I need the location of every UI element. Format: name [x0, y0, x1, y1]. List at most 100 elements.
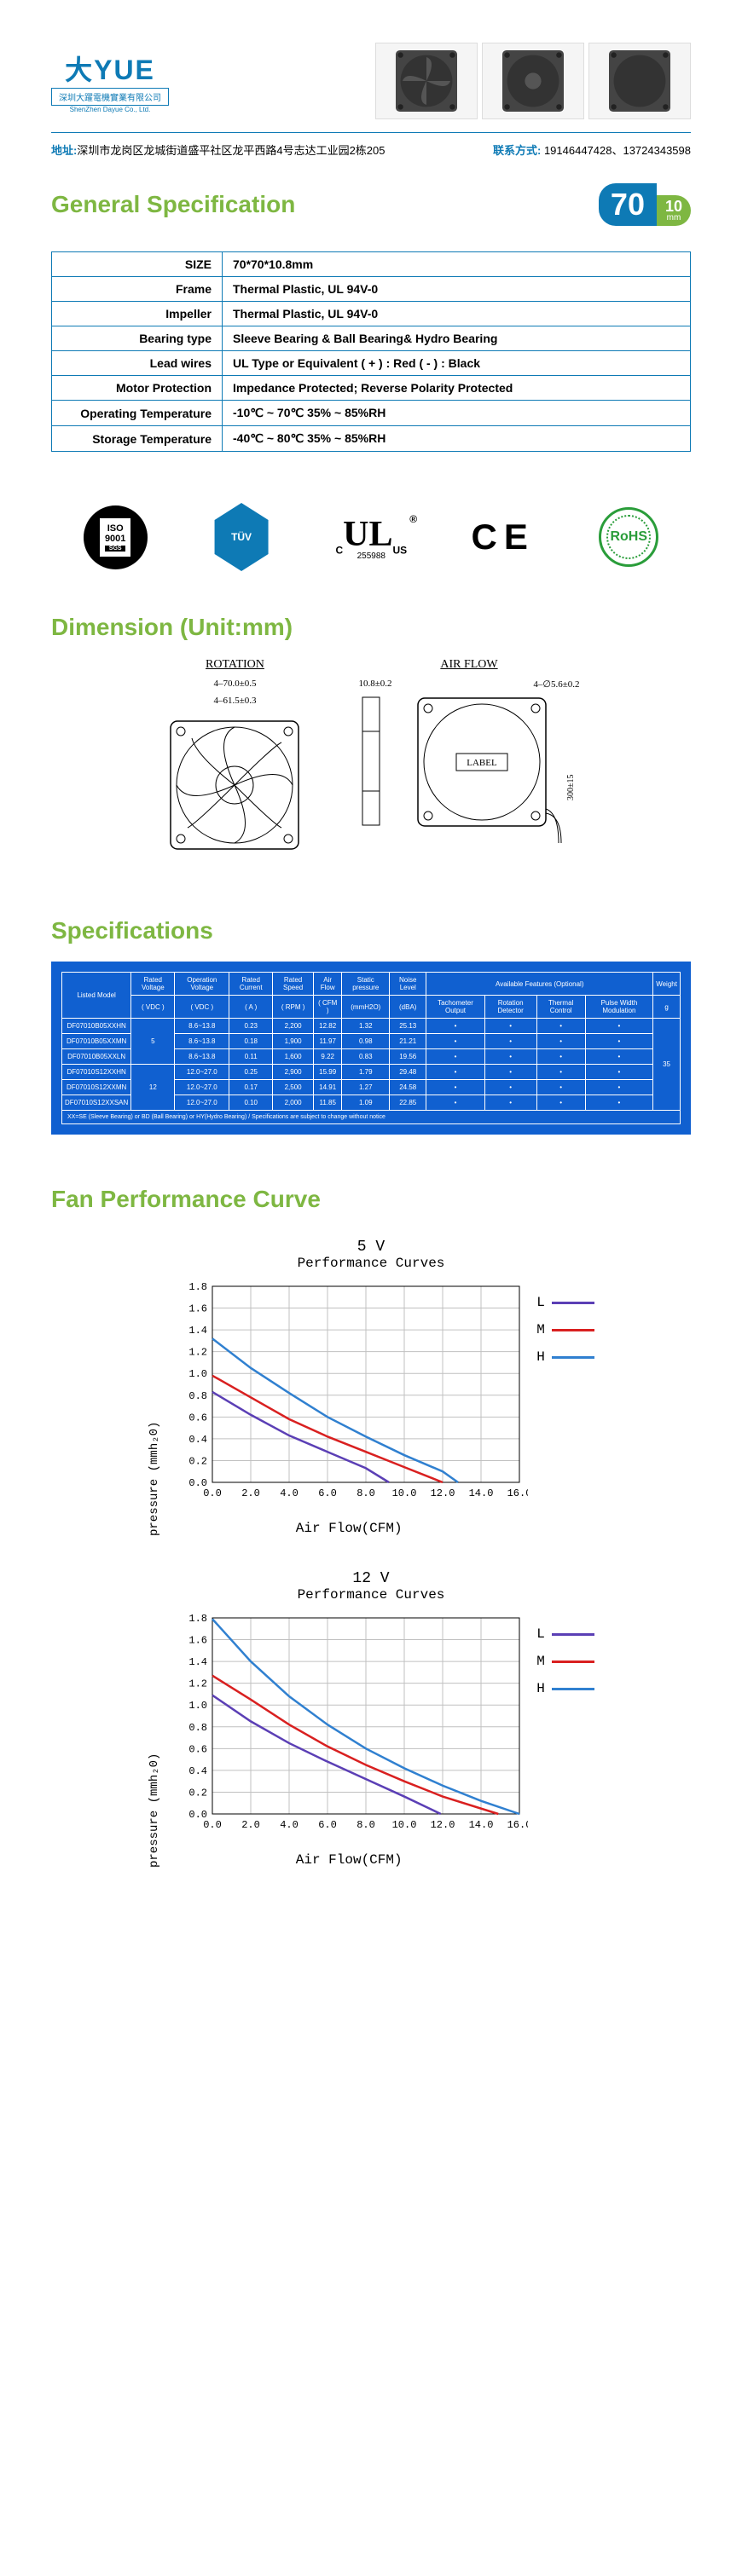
- size-badge: 70 10 mm: [599, 183, 691, 226]
- company-name-en: ShenZhen Dayue Co., Ltd.: [70, 106, 151, 113]
- spec2-footnote: XX=SE (Sleeve Bearing) or BD (Ball Beari…: [62, 1111, 681, 1124]
- svg-text:1.6: 1.6: [189, 1635, 208, 1647]
- spec-val: Impedance Protected; Reverse Polarity Pr…: [223, 376, 691, 401]
- spec-key: Operating Temperature: [52, 401, 223, 426]
- label-text: LABEL: [467, 758, 497, 768]
- spec-val: Sleeve Bearing & Ball Bearing& Hydro Bea…: [223, 326, 691, 351]
- svg-text:2.0: 2.0: [241, 1819, 260, 1831]
- svg-text:0.6: 0.6: [189, 1412, 208, 1424]
- legend-item: L: [536, 1295, 594, 1310]
- fan-side-drawing: [358, 689, 384, 834]
- svg-text:2.0: 2.0: [241, 1487, 260, 1499]
- fan-thumb: [588, 43, 691, 119]
- svg-text:0.4: 0.4: [189, 1765, 208, 1777]
- section-perf: Fan Performance Curve: [51, 1186, 691, 1213]
- svg-text:1.4: 1.4: [189, 1656, 208, 1668]
- contact-bar: 地址: 深圳市龙岗区龙城街道盛平社区龙平西路4号志达工业园2栋205 联系方式:…: [51, 132, 691, 158]
- svg-text:1.0: 1.0: [189, 1700, 208, 1712]
- y-axis-label: pressure (mmh₂0): [148, 1278, 161, 1536]
- spec-key: Bearing type: [52, 326, 223, 351]
- x-axis-label: Air Flow(CFM): [170, 1521, 528, 1536]
- legend: LMH: [536, 1278, 594, 1536]
- legend-item: M: [536, 1654, 594, 1669]
- y-axis-label: pressure (mmh₂0): [148, 1609, 161, 1868]
- dim-hole: 4–61.5±0.3: [213, 696, 256, 706]
- dim-wire: 300±15: [566, 775, 576, 801]
- section-dimension: Dimension (Unit:mm): [51, 614, 691, 641]
- section-spec: Specifications: [51, 917, 691, 944]
- legend-item: M: [536, 1322, 594, 1337]
- svg-text:6.0: 6.0: [318, 1819, 337, 1831]
- spec-val: 70*70*10.8mm: [223, 252, 691, 277]
- model: DF07010S12XXSAN: [62, 1095, 131, 1111]
- spec-key: Frame: [52, 277, 223, 302]
- legend-item: H: [536, 1681, 594, 1696]
- perf-chart: 0.02.04.06.08.010.012.014.016.00.00.20.4…: [170, 1609, 528, 1848]
- spec-key: Lead wires: [52, 351, 223, 376]
- tuv-badge: TÜV: [212, 503, 271, 571]
- model: DF07010S12XXMN: [62, 1080, 131, 1095]
- model: DF07010B05XXMN: [62, 1034, 131, 1049]
- spec-val: -10℃ ~ 70℃ 35% ~ 85%RH: [223, 401, 691, 426]
- svg-text:14.0: 14.0: [469, 1487, 494, 1499]
- chart-voltage: 5 V: [51, 1239, 691, 1256]
- svg-text:12.0: 12.0: [431, 1819, 455, 1831]
- badge-unit: mm: [667, 214, 681, 222]
- svg-text:1.2: 1.2: [189, 1347, 208, 1359]
- svg-text:0.2: 0.2: [189, 1787, 208, 1799]
- model: DF07010S12XXHN: [62, 1065, 131, 1080]
- chart-voltage: 12 V: [51, 1570, 691, 1587]
- chart-title: Performance Curves: [51, 1587, 691, 1603]
- spec-key: SIZE: [52, 252, 223, 277]
- model: DF07010B05XXLN: [62, 1049, 131, 1065]
- spec2-wrap: Listed ModelRated VoltageOperation Volta…: [51, 962, 691, 1135]
- company-logo: 大YUE 深圳大躍電機實業有限公司 ShenZhen Dayue Co., Lt…: [51, 49, 169, 113]
- spec-table: SIZE70*70*10.8mmFrameThermal Plastic, UL…: [51, 251, 691, 452]
- svg-text:0.2: 0.2: [189, 1455, 208, 1467]
- svg-text:10.0: 10.0: [392, 1487, 417, 1499]
- svg-text:1.6: 1.6: [189, 1303, 208, 1315]
- badge-thickness: 10: [665, 199, 682, 214]
- spec2-table: Listed ModelRated VoltageOperation Volta…: [61, 972, 681, 1124]
- svg-text:10.0: 10.0: [392, 1819, 417, 1831]
- dim-width: 4–70.0±0.5: [213, 679, 256, 689]
- spec-val: UL Type or Equivalent ( + ) : Red ( - ) …: [223, 351, 691, 376]
- ce-badge: CE: [472, 503, 535, 571]
- spec-key: Impeller: [52, 302, 223, 326]
- fan-front-drawing: [162, 713, 307, 858]
- svg-text:0.4: 0.4: [189, 1434, 208, 1446]
- ul-badge: CULUS®255988: [335, 503, 407, 571]
- svg-text:12.0: 12.0: [431, 1487, 455, 1499]
- phone-label: 联系方式:: [493, 144, 541, 157]
- svg-text:4.0: 4.0: [280, 1819, 299, 1831]
- airflow-label: AIR FLOW: [440, 658, 497, 672]
- spec-key: Motor Protection: [52, 376, 223, 401]
- spec-val: Thermal Plastic, UL 94V-0: [223, 277, 691, 302]
- svg-text:0.8: 0.8: [189, 1390, 208, 1402]
- rotation-label: ROTATION: [206, 658, 264, 672]
- x-axis-label: Air Flow(CFM): [170, 1852, 528, 1868]
- svg-text:0.6: 0.6: [189, 1743, 208, 1755]
- iso-badge: ISO 9001SGS: [84, 505, 148, 569]
- svg-text:1.2: 1.2: [189, 1678, 208, 1690]
- legend-item: L: [536, 1626, 594, 1642]
- spec-val: Thermal Plastic, UL 94V-0: [223, 302, 691, 326]
- addr-label: 地址:: [51, 142, 77, 158]
- svg-text:1.4: 1.4: [189, 1325, 208, 1337]
- spec-val: -40℃ ~ 80℃ 35% ~ 85%RH: [223, 426, 691, 452]
- svg-text:14.0: 14.0: [469, 1819, 494, 1831]
- svg-text:16.0: 16.0: [507, 1819, 528, 1831]
- logo-text: 大YUE: [65, 49, 155, 88]
- fan-thumb: [482, 43, 584, 119]
- product-thumbnails: [375, 43, 691, 119]
- svg-text:16.0: 16.0: [507, 1487, 528, 1499]
- cert-row: ISO 9001SGS TÜV CULUS®255988 CE RoHS: [51, 486, 691, 614]
- svg-text:1.0: 1.0: [189, 1368, 208, 1380]
- svg-text:8.0: 8.0: [357, 1487, 375, 1499]
- spec-key: Storage Temperature: [52, 426, 223, 452]
- svg-text:0.0: 0.0: [203, 1819, 222, 1831]
- perf-chart: 0.02.04.06.08.010.012.014.016.00.00.20.4…: [170, 1278, 528, 1516]
- dim-mounthole: 4–∅5.6±0.2: [409, 679, 580, 690]
- svg-text:0.8: 0.8: [189, 1722, 208, 1734]
- phone: 19146447428、13724343598: [544, 144, 691, 157]
